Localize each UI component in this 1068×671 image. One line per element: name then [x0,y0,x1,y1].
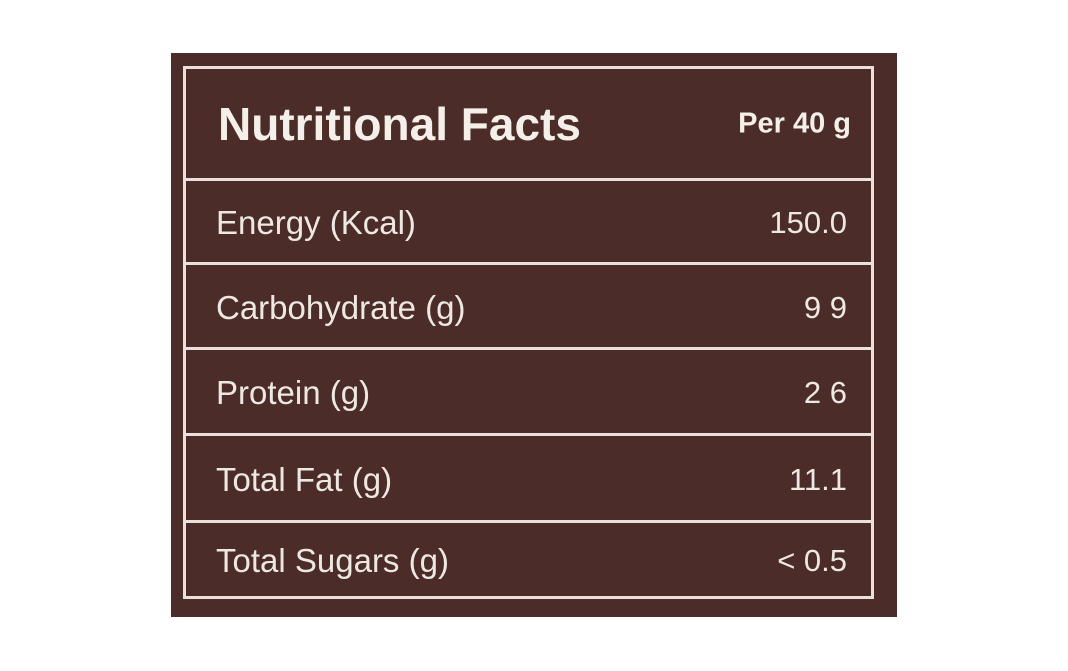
table-frame: Nutritional Facts Per 40 g Energy (Kcal)… [183,66,874,599]
table-row: Total Sugars (g) < 0.5 [186,520,871,599]
nutrient-name: Total Sugars (g) [216,542,449,579]
serving-size: Per 40 g [738,107,851,139]
table-row: Protein (g) 2 6 [186,347,871,436]
nutrient-value: < 0.5 [777,543,847,578]
table-row: Total Fat (g) 11.1 [186,433,871,523]
nutrient-value: 2 6 [803,375,847,410]
nutrient-value: 11.1 [788,461,847,497]
nutrient-name: Total Fat (g) [216,460,393,498]
nutrient-value: 150.0 [769,205,847,240]
nutrient-name: Energy (Kcal) [216,204,416,241]
title: Nutritional Facts [218,97,581,150]
header-row: Nutritional Facts Per 40 g [186,69,871,178]
nutrient-name: Protein (g) [216,374,371,411]
nutrient-value: 9 9 [803,289,847,325]
nutrition-label: Nutritional Facts Per 40 g Energy (Kcal)… [171,53,897,617]
table-row: Carbohydrate (g) 9 9 [186,262,871,350]
table-row: Energy (Kcal) 150.0 [186,178,871,265]
nutrient-name: Carbohydrate (g) [216,288,466,326]
